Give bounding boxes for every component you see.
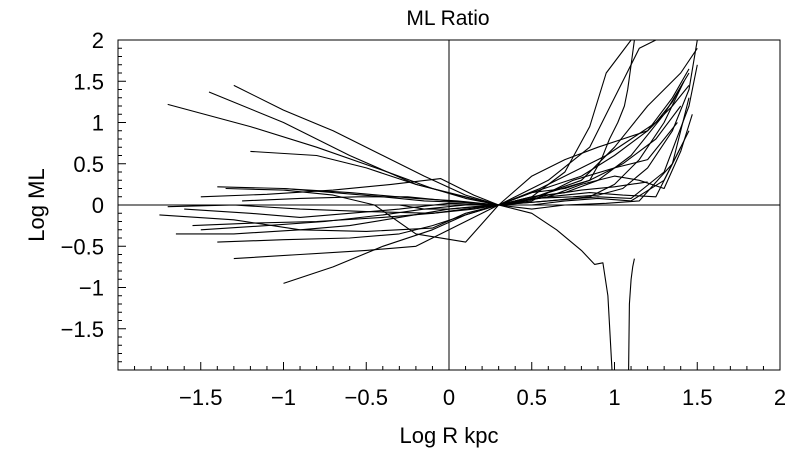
x-tick-label: 2 — [774, 385, 786, 410]
x-tick-label: 1 — [608, 385, 620, 410]
x-axis-ticks: −1.5 −1 −0.5 0 0.5 1 1.5 2 — [179, 385, 786, 410]
y-tick-label: 2 — [92, 28, 104, 53]
series-line-18 — [200, 204, 613, 370]
y-tick-label: 1.5 — [73, 69, 104, 94]
series-line-16 — [250, 85, 690, 206]
y-tick-label: −1.5 — [61, 317, 104, 342]
series-line-5 — [225, 40, 635, 243]
series-line-4 — [184, 40, 657, 218]
y-tick-label: 1 — [92, 111, 104, 136]
y-tick-label: 0 — [92, 193, 104, 218]
x-tick-label: 0 — [443, 385, 455, 410]
chart-title: ML Ratio — [406, 7, 489, 30]
series-line-7 — [283, 40, 698, 284]
x-tick-label: 0.5 — [516, 385, 547, 410]
minor-ticks — [117, 39, 781, 371]
series-line-19 — [628, 258, 635, 370]
series-line-20 — [399, 181, 648, 210]
x-tick-label: 1.5 — [682, 385, 713, 410]
y-axis-ticks: −1.5 −1 −0.5 0 0.5 1 1.5 2 — [61, 28, 104, 342]
y-axis-label: Log ML — [24, 168, 49, 241]
series-line-13 — [200, 122, 678, 206]
y-tick-label: 0.5 — [73, 152, 104, 177]
series-line-14 — [192, 97, 690, 227]
series-lines — [159, 40, 698, 370]
series-line-12 — [242, 114, 693, 206]
x-tick-label: −1.5 — [179, 385, 222, 410]
series-line-17 — [283, 105, 682, 206]
y-tick-label: −0.5 — [61, 234, 104, 259]
series-line-6 — [233, 72, 690, 260]
series-line-8 — [159, 146, 682, 232]
x-tick-label: −1 — [271, 385, 296, 410]
x-axis-label: Log R kpc — [399, 423, 498, 448]
x-tick-label: −0.5 — [345, 385, 388, 410]
series-line-9 — [175, 64, 698, 235]
y-tick-label: −1 — [79, 276, 104, 301]
